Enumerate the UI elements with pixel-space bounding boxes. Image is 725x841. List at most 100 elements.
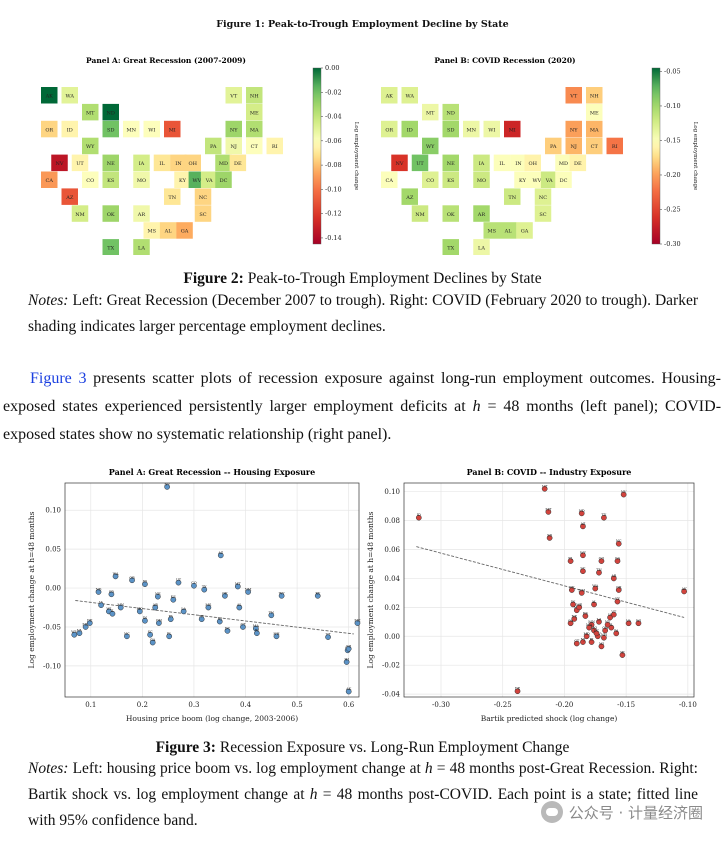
data-point-me [576,604,583,611]
y-tick-label: 0.00 [45,585,61,593]
state-label-ok: OK [447,212,455,218]
data-point-label: NM [578,588,585,592]
state-tile-nv [51,154,68,172]
data-point-label: VA [625,619,631,623]
figure2-caption-label: Figure 2: [183,270,244,287]
state-tile-va [540,171,558,188]
wechat-icon [540,801,563,823]
state-tile-ne [102,154,119,172]
state-tile-al [159,222,177,239]
state-tile-wy [82,137,99,155]
data-point-label: IL [609,623,613,627]
data-point-la [596,618,602,625]
data-point-label: VT [610,610,617,614]
data-point-nc [615,540,622,547]
state-label-ar: AR [477,212,486,218]
state-label-vt: VT [569,94,578,100]
data-point-nv [164,484,170,490]
state-label-ca: CA [46,178,54,184]
panel-b-colorbar: -0.05 -0.10 -0.15 -0.20 -0.25 -0.30 Log employ… [651,67,698,248]
state-tile-pa [545,137,562,155]
state-label-ri: RI [272,144,278,150]
panel-a-colorbar: 0.00 -0.02 -0.04 -0.06 -0.08 -0.10 -0.12 -0.14 L… [312,64,359,245]
state-tile-or [41,120,58,138]
data-point-label: KS [583,612,589,616]
state-tile-nc [194,188,212,205]
data-point-label: DC [594,629,600,633]
state-tile-ut [71,154,89,172]
state-label-mi: MI [169,127,176,133]
state-tile-la [133,239,150,255]
state-label-wv: WV [192,178,201,184]
data-point-label: GA [615,557,621,561]
data-point-mt [234,583,241,590]
state-label-ms: MS [487,229,496,235]
data-point-label: GA [150,638,156,642]
state-tile-me [246,103,263,121]
scatter-figure: Panel A: Great Recession -- Housing Expo… [27,467,697,723]
data-point-nh [601,634,607,641]
data-point-ct [573,640,580,647]
data-point-label: HI [344,657,349,661]
state-label-az: AZ [405,195,414,201]
data-point-tx [601,514,607,521]
data-point-nj [216,618,223,625]
data-point-label: NH [273,632,279,636]
state-label-nj: NJ [571,144,577,150]
data-point-label: WI [636,619,642,623]
state-label-oh: OH [529,161,538,167]
state-tile-oh [524,154,541,172]
state-label-az: AZ [65,195,74,201]
state-label-me: ME [250,110,259,116]
colorbar-tick-label: -0.05 [664,67,681,75]
plot-frame [64,482,360,698]
data-point-md [583,633,590,640]
data-point-label: DE [515,687,521,691]
state-tile-mo [133,171,150,188]
data-point-nc [124,633,130,640]
data-point-ct [240,624,246,630]
data-point-label: ID [143,580,147,584]
data-point-nh [273,633,280,640]
colorbar-tick-label: -0.30 [664,240,681,248]
figure3-link[interactable]: Figure 3 [30,370,87,387]
state-label-pa: PA [210,144,217,150]
data-point-label: KY [615,597,621,601]
y-tick-label: 0.10 [45,507,61,515]
state-tile-ct [246,137,263,155]
state-tile-ca [41,171,58,188]
data-point-label: OH [602,626,608,630]
state-label-al: AL [164,229,173,235]
state-tile-sc [534,205,552,222]
colorbar-label: Log employment change [353,122,359,191]
colorbar-tick-label: -0.10 [664,102,681,110]
state-label-wi: WI [488,127,495,133]
state-label-ar: AR [137,212,146,218]
data-point-va [76,630,83,637]
state-label-de: DE [234,161,242,167]
data-point-dc [224,628,231,634]
data-point-ar [152,604,159,611]
data-point-nv [620,491,627,498]
data-point-wa [592,585,599,592]
figure3-notes-2: = 48 months post-Great Recession. Right:… [28,760,698,803]
data-point-label: MI [599,642,605,646]
data-point-mo [136,608,143,615]
y-tick-label: -0.10 [43,662,61,670]
data-point-nj [580,639,586,645]
data-point-wy [278,592,285,599]
state-label-or: OR [385,127,393,133]
state-tile-tn [504,188,521,205]
data-point-label: NH [601,633,607,637]
data-point-label: AR [610,574,617,578]
data-point-label: MS [205,603,212,607]
data-point-az [217,552,224,559]
data-point-label: ID [417,513,421,517]
data-point-label: AZ [217,551,224,555]
colorbar-tick-label: 0.00 [325,64,339,72]
state-tile-az [61,188,78,205]
state-tile-nc [534,188,552,205]
state-tile-vt [565,87,582,104]
data-point-ia [607,614,613,621]
data-point-label: CO [599,557,605,561]
